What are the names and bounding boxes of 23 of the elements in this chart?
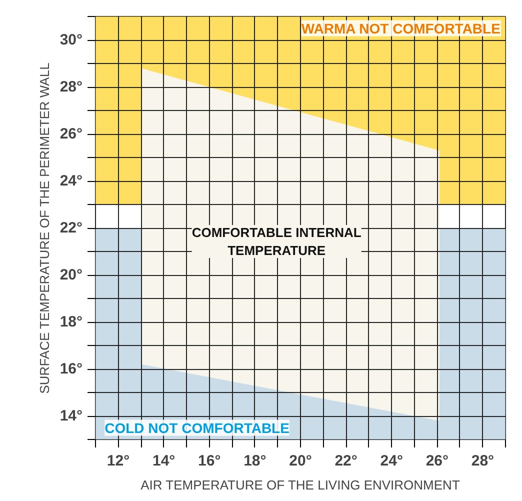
x-tick-label: 28° (471, 452, 494, 470)
y-tick-label: 14° (60, 408, 83, 424)
y-tick-label: 22° (60, 220, 83, 236)
x-tick-label: 12° (106, 452, 130, 470)
x-tick-label: 16° (198, 452, 221, 470)
x-tick-label: 20° (289, 452, 312, 470)
x-axis-title: AIR TEMPERATURE OF THE LIVING ENVIRONMENT (140, 478, 460, 492)
band-label: WARMA NOT COMFORTABLE (301, 20, 500, 36)
y-tick-label: 18° (60, 314, 83, 330)
y-tick-label: 28° (60, 78, 83, 96)
band-label: COLD NOT COMFORTABLE (104, 420, 290, 436)
x-tick-label: 26° (426, 452, 449, 470)
y-tick-label: 20° (60, 266, 83, 284)
x-tick-label: 24° (380, 452, 403, 470)
x-tick-label: 14° (152, 452, 176, 470)
y-axis-title: SURFACE TEMPERATURE OF THE PERIMETER WALL (36, 62, 52, 394)
y-tick-label: 24° (60, 172, 83, 190)
x-tick-label: 18° (244, 452, 266, 470)
y-tick-label: 16° (60, 360, 83, 378)
y-tick-label: 26° (60, 126, 83, 142)
text: COMFORTABLE INTERNAL TEMPERATURE (192, 225, 362, 258)
y-tick-label: 30° (60, 32, 83, 48)
x-tick-label: 22° (334, 452, 358, 470)
